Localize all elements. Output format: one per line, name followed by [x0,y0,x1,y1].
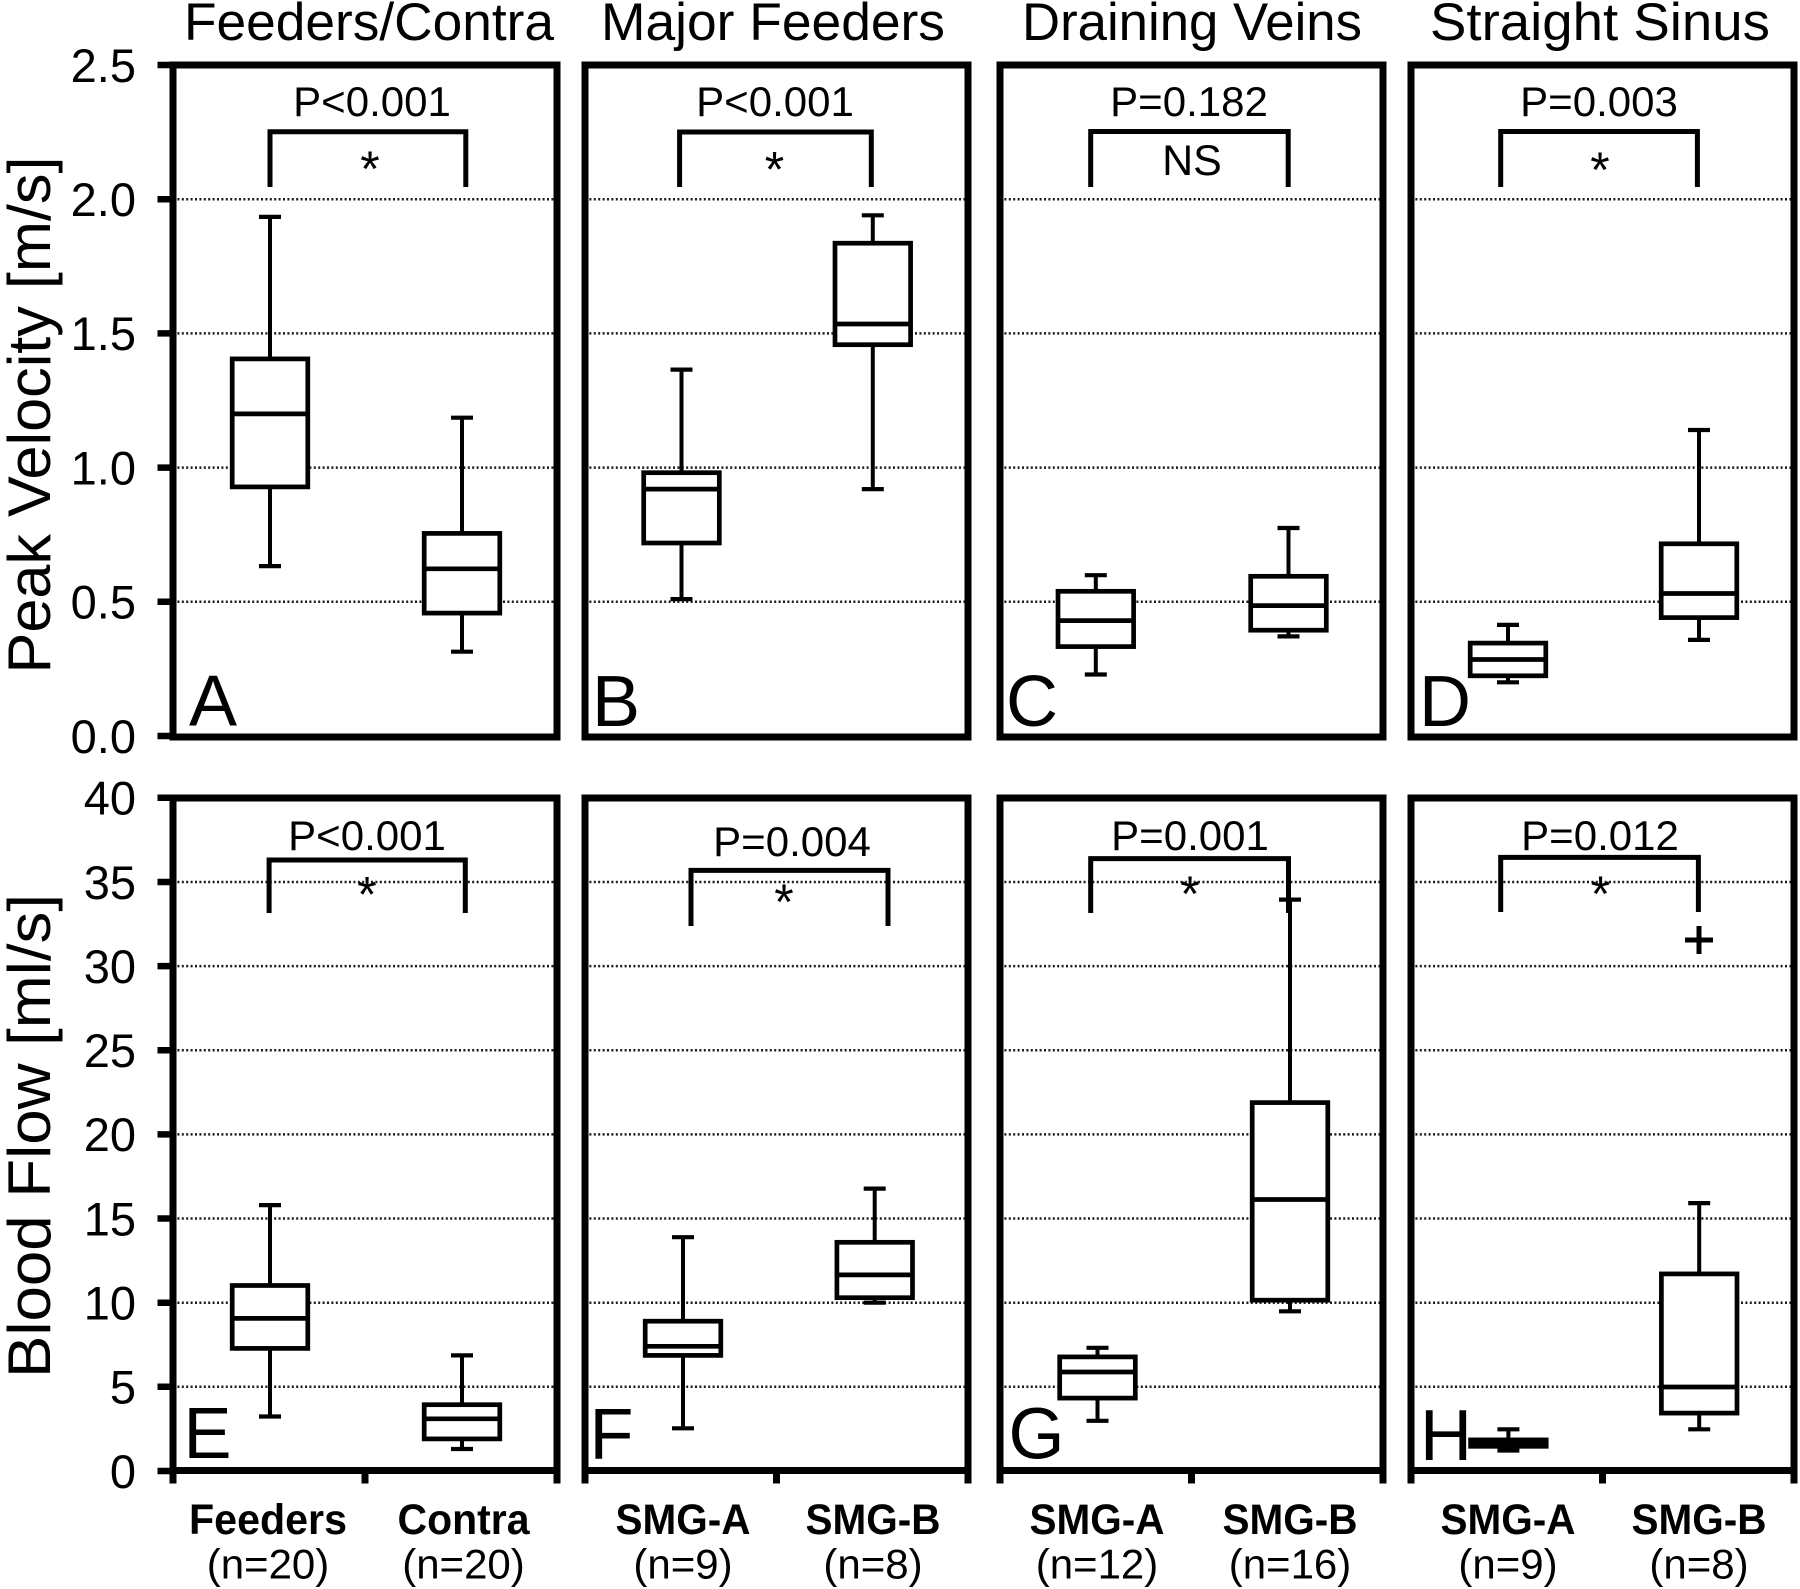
svg-text:Contra: Contra [398,1496,531,1544]
svg-text:C: C [1006,662,1058,742]
svg-text:30: 30 [84,940,136,993]
svg-text:E: E [184,1394,232,1474]
svg-text:*: * [357,867,376,923]
svg-text:25: 25 [84,1024,136,1077]
svg-text:SMG-B: SMG-B [1223,1496,1358,1544]
svg-text:*: * [774,874,793,930]
svg-text:D: D [1419,662,1471,742]
svg-text:2.0: 2.0 [71,173,136,226]
svg-text:1.0: 1.0 [71,441,136,494]
svg-text:(n=9): (n=9) [1458,1541,1557,1588]
svg-text:1.5: 1.5 [71,307,136,360]
svg-text:Feeders: Feeders [189,1496,347,1544]
svg-text:SMG-B: SMG-B [1632,1496,1767,1544]
svg-text:Draining Veins: Draining Veins [1022,0,1362,52]
svg-text:0: 0 [110,1445,136,1498]
svg-text:(n=20): (n=20) [402,1541,525,1588]
svg-text:10: 10 [84,1277,136,1330]
svg-text:F: F [590,1395,634,1475]
svg-text:(n=8): (n=8) [823,1541,922,1588]
svg-text:(n=20): (n=20) [207,1541,330,1588]
svg-text:P=0.182: P=0.182 [1110,78,1268,125]
svg-text:SMG-A: SMG-A [616,1496,751,1544]
svg-text:P<0.001: P<0.001 [293,78,451,125]
svg-text:0.5: 0.5 [71,576,136,629]
svg-text:(n=12): (n=12) [1036,1541,1159,1588]
svg-text:H: H [1420,1396,1472,1476]
svg-text:5: 5 [110,1361,136,1414]
svg-text:Major Feeders: Major Feeders [601,0,945,52]
svg-text:P=0.004: P=0.004 [713,818,871,865]
svg-text:*: * [360,141,379,197]
svg-text:2.5: 2.5 [71,39,136,92]
svg-text:Blood Flow [ml/s]: Blood Flow [ml/s] [0,894,63,1378]
svg-text:P=0.001: P=0.001 [1111,812,1269,859]
svg-text:Feeders/Contra: Feeders/Contra [184,0,555,52]
svg-text:Peak Velocity [m/s]: Peak Velocity [m/s] [0,157,63,674]
svg-text:*: * [1590,142,1609,198]
svg-text:*: * [1591,866,1610,922]
svg-text:*: * [765,141,784,197]
svg-text:Straight Sinus: Straight Sinus [1430,0,1770,52]
svg-text:*: * [1180,866,1199,922]
svg-text:35: 35 [84,856,136,909]
svg-text:P=0.012: P=0.012 [1521,812,1679,859]
svg-text:SMG-A: SMG-A [1030,1496,1165,1544]
svg-text:SMG-B: SMG-B [806,1496,941,1544]
svg-text:P<0.001: P<0.001 [696,78,854,125]
svg-text:P<0.001: P<0.001 [288,812,446,859]
svg-text:G: G [1009,1395,1065,1475]
svg-text:(n=9): (n=9) [633,1541,732,1588]
svg-text:NS: NS [1162,137,1222,185]
svg-text:A: A [189,662,237,742]
svg-text:SMG-A: SMG-A [1441,1496,1576,1544]
svg-text:B: B [592,662,640,742]
svg-text:(n=8): (n=8) [1649,1541,1748,1588]
svg-text:(n=16): (n=16) [1229,1541,1352,1588]
svg-text:40: 40 [84,772,136,825]
svg-text:15: 15 [84,1192,136,1245]
svg-text:0.0: 0.0 [71,710,136,763]
svg-text:20: 20 [84,1108,136,1161]
svg-text:P=0.003: P=0.003 [1520,78,1678,125]
